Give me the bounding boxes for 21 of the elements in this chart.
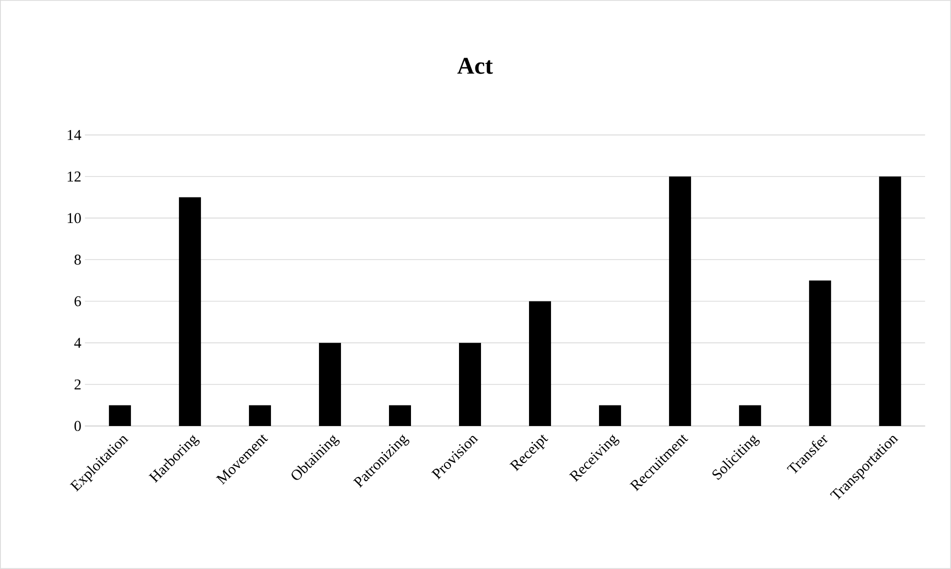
bar <box>248 405 271 426</box>
bar <box>529 301 552 426</box>
bar <box>879 176 902 426</box>
y-tick-label: 6 <box>74 296 81 306</box>
bar <box>318 342 341 426</box>
bar <box>809 280 832 426</box>
bar <box>599 405 622 426</box>
y-tick-label: 8 <box>74 254 81 265</box>
y-tick-label: 4 <box>74 338 82 348</box>
y-tick-label: 0 <box>74 420 81 432</box>
bar <box>669 176 692 426</box>
bar <box>108 405 131 426</box>
y-tick-label: 12 <box>68 172 81 182</box>
bar <box>388 405 411 426</box>
chart-title: Act <box>457 58 493 74</box>
y-tick-label: 10 <box>68 213 81 224</box>
bar <box>459 342 482 426</box>
bar <box>178 197 201 426</box>
bar <box>739 405 762 426</box>
y-tick-label: 14 <box>68 130 82 140</box>
y-tick-label: 2 <box>74 380 81 390</box>
